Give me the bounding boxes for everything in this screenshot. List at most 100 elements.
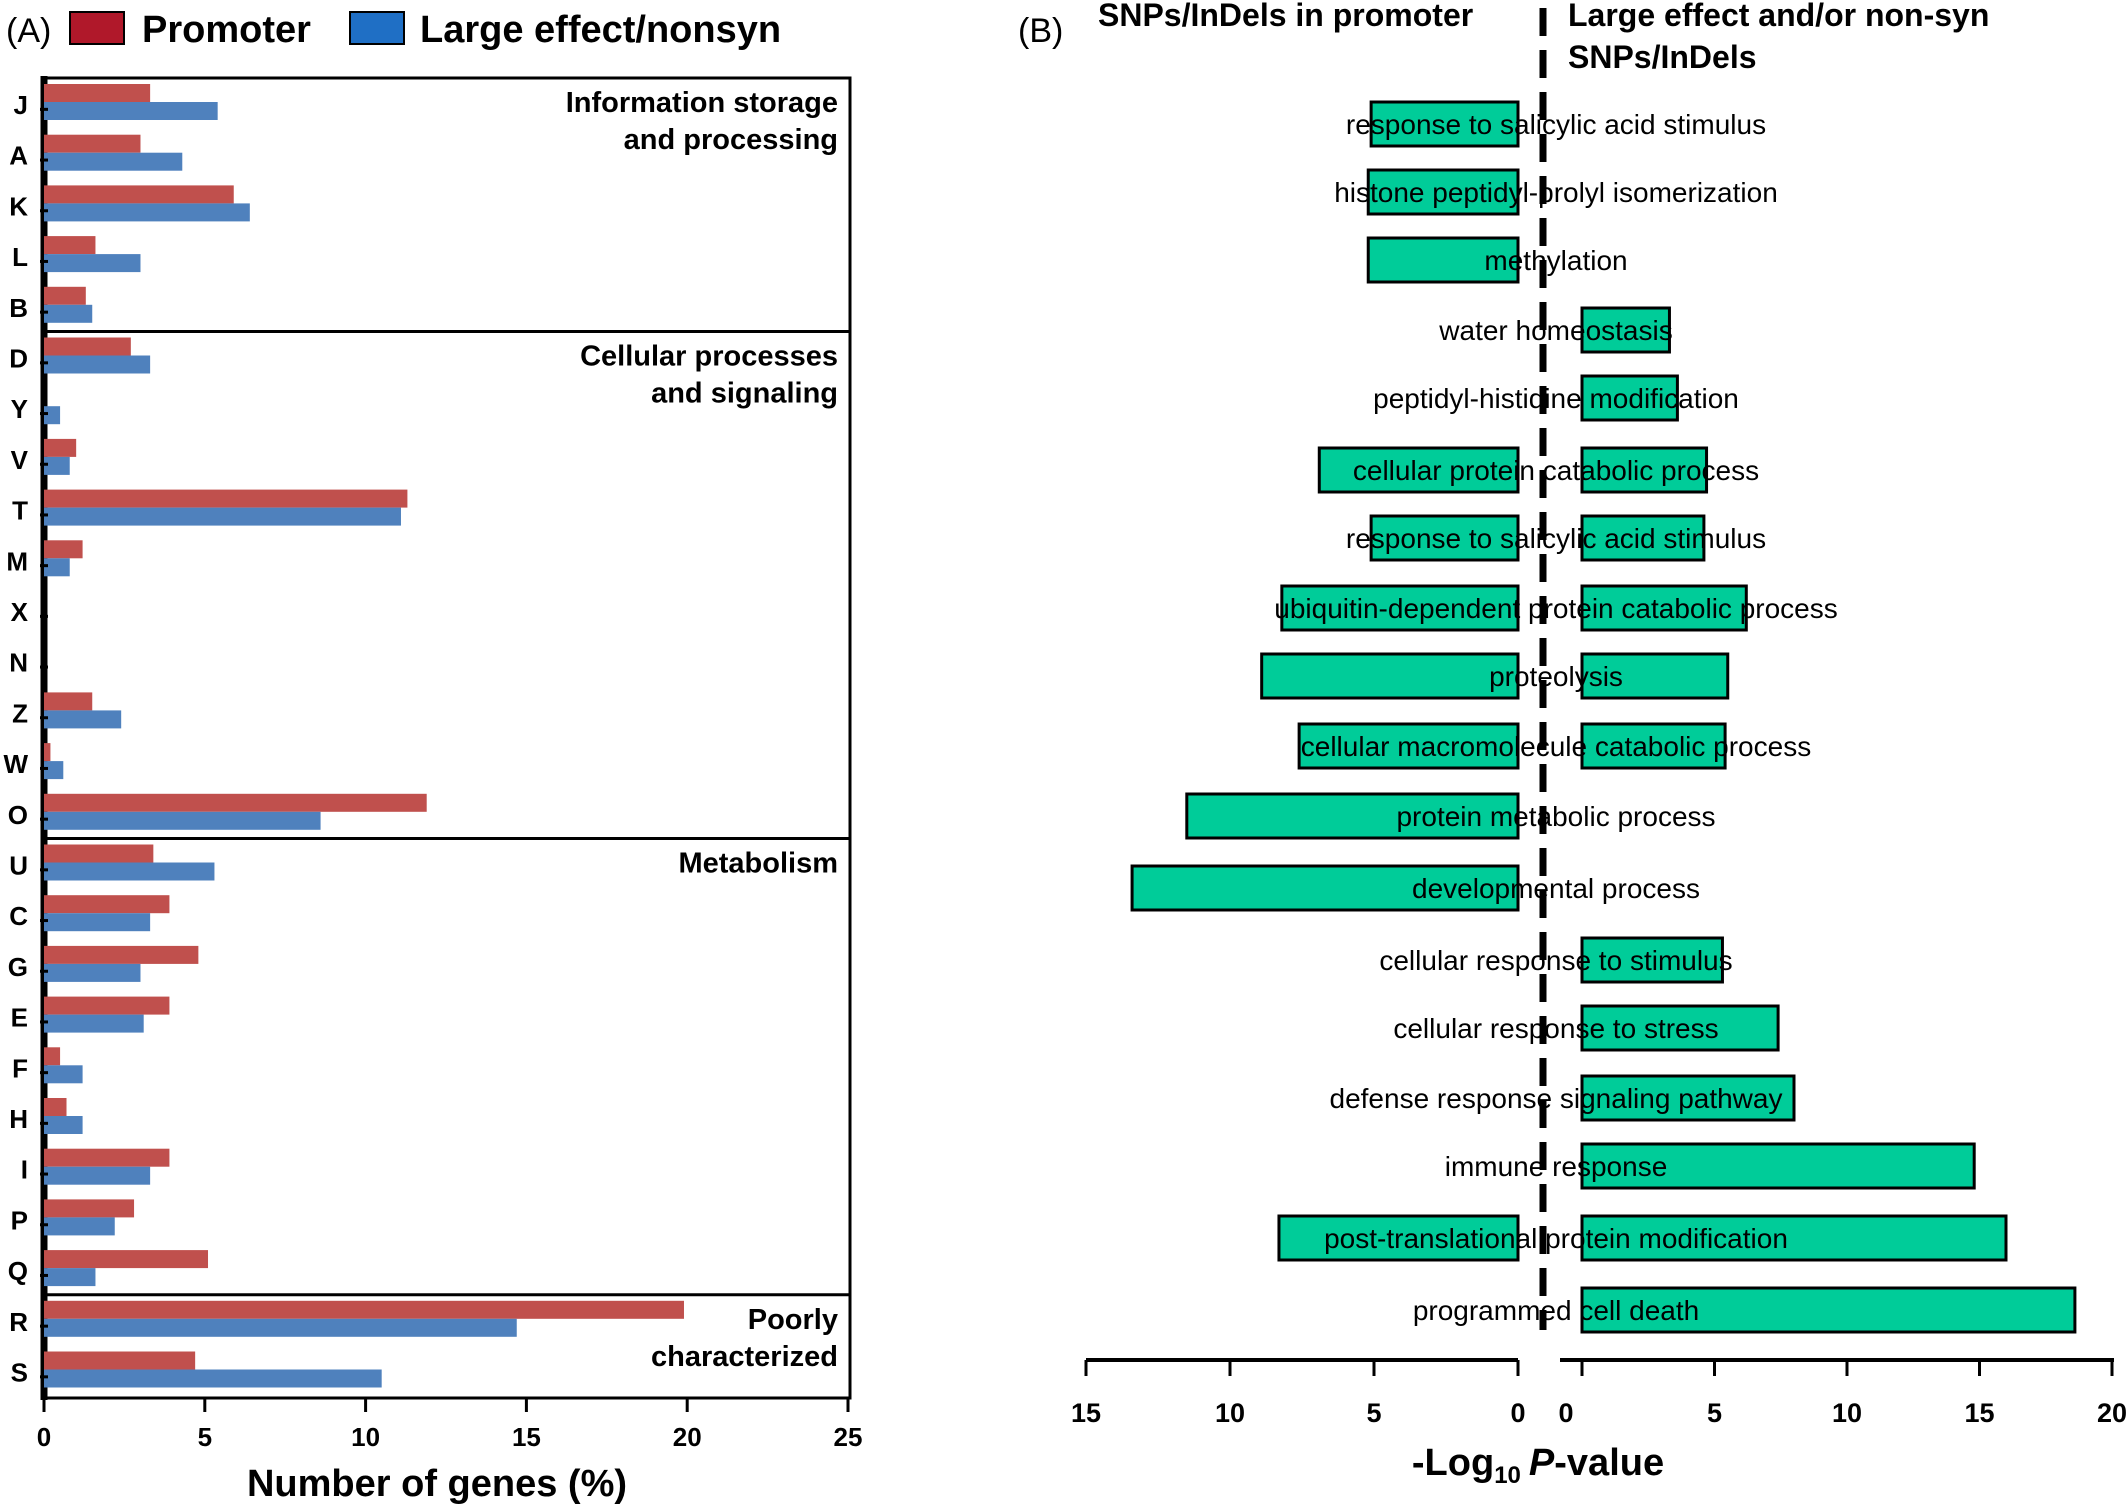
term-label-9: cellular macromolecule catabolic process [1301,731,1811,762]
left-x-tick-label: 15 [1071,1398,1101,1428]
category-label-U: U [9,851,28,881]
panel-a: (A) Promoter Large effect/nonsyn JAKLBDY… [3,9,862,1505]
bar-left-11 [1130,864,1520,912]
bar-C-large-effect [44,913,151,932]
x-tick-label: 15 [512,1422,541,1452]
bar-B-promoter [44,286,86,305]
term-label-16: post-translational protein modification [1324,1223,1788,1254]
category-label-T: T [12,496,28,526]
bar-W-promoter [44,743,51,762]
x-tick-label: 5 [198,1422,212,1452]
right-x-tick-label: 15 [1964,1398,1994,1428]
category-label-E: E [11,1003,28,1033]
bar-V-promoter [44,438,77,457]
category-label-L: L [12,242,28,272]
group-label-3-line-0: Poorly [748,1304,838,1336]
category-label-G: G [8,952,28,982]
term-label-0: response to salicylic acid stimulus [1346,109,1766,140]
panel-b: (B) SNPs/InDels in promoter Large effect… [1018,0,2127,1489]
bar-C-promoter [44,895,170,914]
legend-label-promoter: Promoter [142,9,311,51]
bar-O-promoter [44,793,427,812]
group-label-0-line-0: Information storage [566,87,838,119]
bar-L-promoter [44,236,96,255]
bar-I-promoter [44,1148,170,1167]
bar-I-large-effect [44,1166,151,1185]
category-label-X: X [11,597,29,627]
bar-B-large-effect [44,304,93,323]
term-label-1: histone peptidyl-prolyl isomerization [1334,177,1778,208]
bar-right-4 [1580,374,1679,422]
category-label-O: O [8,800,28,830]
right-x-tick-label: 0 [1558,1398,1573,1428]
bar-left-8 [1260,652,1520,700]
term-label-13: cellular response to stress [1393,1013,1718,1044]
bar-left-2 [1366,236,1520,284]
x-tick-label: 0 [37,1422,51,1452]
category-label-P: P [11,1205,28,1235]
bar-T-large-effect [44,507,401,526]
bar-G-large-effect [44,963,141,982]
left-x-tick-label: 5 [1366,1398,1381,1428]
term-label-17: programmed cell death [1413,1295,1699,1326]
bar-A-promoter [44,134,141,153]
bar-right-5 [1580,446,1709,494]
right-x-tick-label: 10 [1832,1398,1862,1428]
bar-K-large-effect [44,203,250,222]
category-label-Z: Z [12,698,28,728]
bar-S-promoter [44,1351,196,1370]
term-label-2: methylation [1484,245,1627,276]
bar-H-large-effect [44,1116,83,1134]
bar-H-promoter [44,1098,67,1116]
category-label-N: N [9,648,28,678]
bar-Q-promoter [44,1250,209,1269]
bar-left-9 [1297,722,1520,770]
category-label-C: C [9,901,28,931]
legend-swatch-large-effect [349,11,405,45]
bar-right-14 [1580,1074,1796,1122]
term-label-3: water homeostasis [1438,315,1672,346]
bar-right-6 [1580,514,1706,562]
term-label-15: immune response [1445,1151,1668,1182]
bar-J-large-effect [44,102,218,120]
bar-left-16 [1277,1214,1520,1262]
plot-b-bars [1130,100,2077,1334]
group-label-3-line-1: characterized [651,1341,838,1373]
panel-b-header-right-line1: Large effect and/or non-syn [1568,0,1989,33]
bar-left-6 [1369,514,1520,562]
group-label-2-line-0: Metabolism [678,848,838,880]
bar-right-8 [1580,652,1730,700]
panel-a-label: (A) [6,12,51,50]
plot-b-term-labels: response to salicylic acid stimulus histo… [1274,109,1838,1326]
bar-M-promoter [44,540,83,559]
left-x-tick-label: 10 [1215,1398,1245,1428]
plot-a-frame [42,76,852,1400]
x-title-tail: -value [1554,1442,1664,1484]
bar-D-large-effect [44,355,151,374]
bar-Y-large-effect [44,406,61,425]
bar-E-promoter [44,996,170,1015]
right-x-tick-label: 5 [1707,1398,1722,1428]
group-label-1-line-0: Cellular processes [580,341,838,373]
category-label-V: V [11,445,29,475]
category-label-A: A [9,141,28,171]
plot-a-bars [44,84,684,1388]
bar-Z-large-effect [44,710,122,729]
term-label-11: developmental process [1412,873,1700,904]
bar-Z-promoter [44,692,93,711]
bar-right-15 [1580,1142,1976,1190]
category-label-J: J [14,90,28,120]
bar-F-large-effect [44,1065,83,1084]
category-label-Y: Y [11,394,28,424]
bar-Q-large-effect [44,1268,96,1287]
category-label-F: F [12,1053,28,1083]
bar-D-promoter [44,337,131,356]
bar-right-12 [1580,936,1724,984]
plot-a-x-axis-title: Number of genes (%) [247,1463,627,1505]
term-label-4: peptidyl-histidine modification [1373,383,1739,414]
bar-left-1 [1366,168,1520,216]
category-label-H: H [9,1104,28,1134]
category-label-S: S [11,1358,28,1388]
